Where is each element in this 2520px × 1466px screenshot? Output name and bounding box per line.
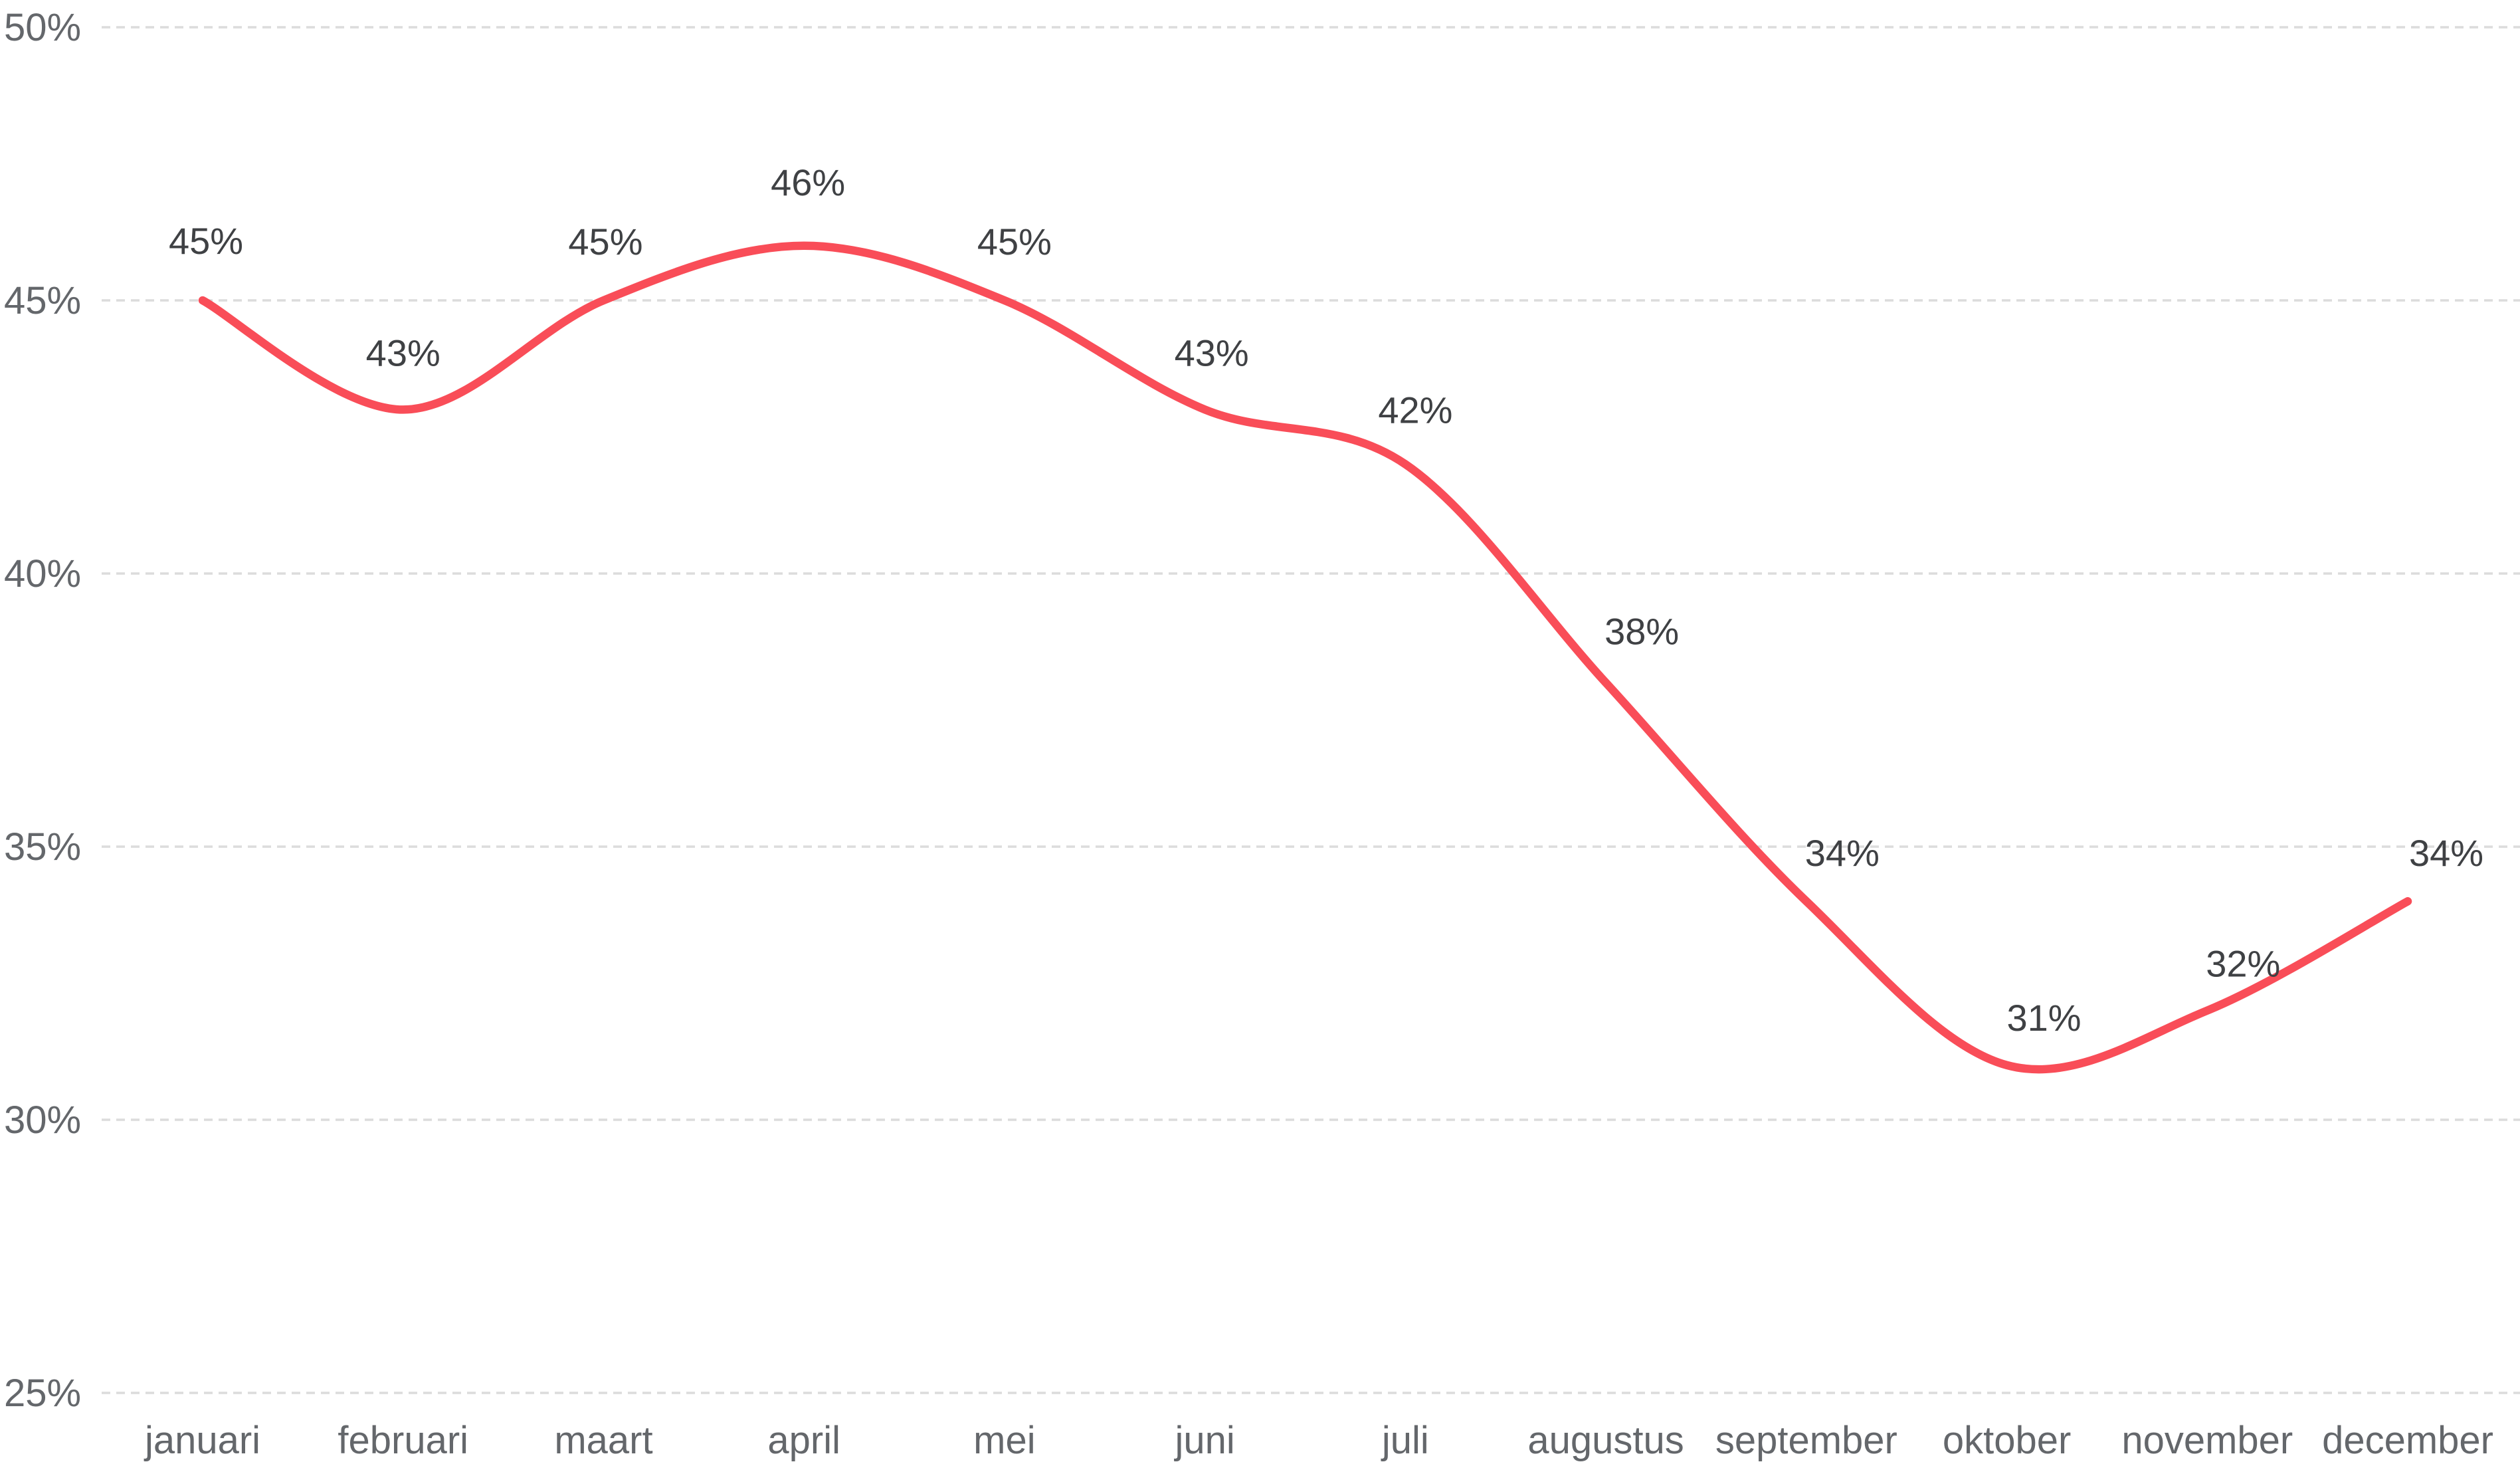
y-axis-tick-label: 35% [4,825,81,869]
y-axis-tick-label: 40% [4,552,81,595]
data-label-januari: 45% [169,220,243,262]
x-axis-label-december: december [2322,1419,2493,1462]
y-axis-tick-label: 45% [4,279,81,322]
data-label-oktober: 31% [2007,997,2082,1039]
y-axis-tick-label: 25% [4,1372,81,1415]
y-axis: 50% 45% 40% 35% 30% 25% [4,6,81,1415]
data-label-maart: 45% [568,221,642,262]
x-axis-label-juni: juni [1174,1419,1235,1462]
x-axis-label-februari: februari [338,1419,468,1462]
data-label-november: 32% [2206,943,2280,985]
x-axis-label-mei: mei [973,1419,1035,1462]
x-axis-label-september: september [1715,1419,1897,1462]
x-axis: januari februari maart april mei juni juli augu… [144,1419,2493,1462]
data-label-juli: 42% [1378,389,1452,431]
y-axis-tick-label: 50% [4,6,81,49]
data-label-april: 46% [771,161,845,203]
x-axis-label-oktober: oktober [1943,1419,2071,1462]
data-label-augustus: 38% [1604,610,1679,652]
series-line[interactable] [198,241,2412,1074]
y-axis-tick-label: 30% [4,1099,81,1142]
x-axis-label-augustus: augustus [1527,1419,1684,1462]
data-label-september: 34% [1805,832,1880,874]
x-axis-label-januari: januari [144,1419,260,1462]
data-label-juni: 43% [1175,332,1249,373]
data-label-mei: 45% [977,221,1052,262]
x-axis-label-november: november [2121,1419,2293,1462]
data-labels: 45% 43% 45% 46% 45% 43% 42% 38% 34% 31% 32% 34% [169,161,2483,1039]
data-label-februari: 43% [366,332,440,373]
x-axis-label-maart: maart [554,1419,652,1462]
x-axis-label-juli: juli [1381,1419,1429,1462]
gridlines [102,26,2520,1394]
x-axis-label-april: april [767,1419,840,1462]
data-label-december: 34% [2409,832,2483,874]
